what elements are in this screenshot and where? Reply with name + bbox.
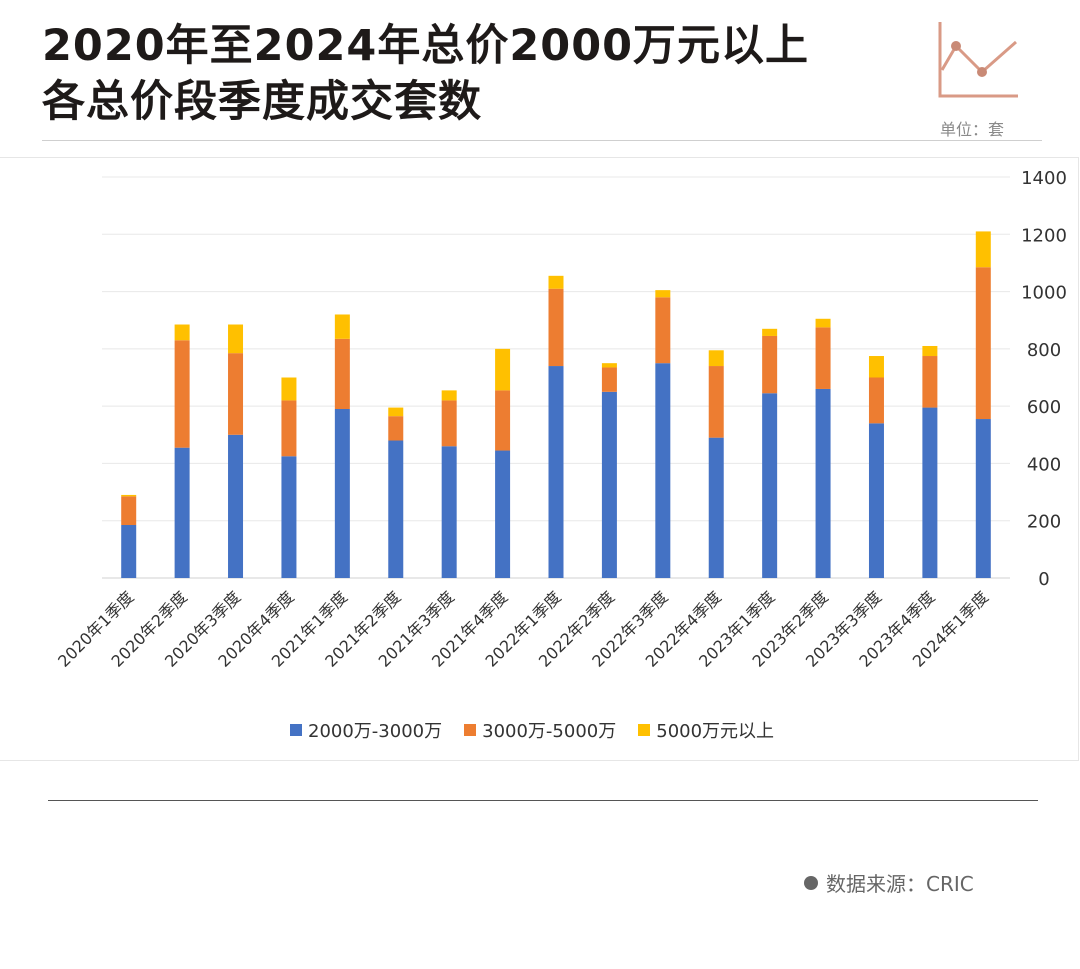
bar-segment: [281, 400, 297, 457]
bar-segment: [975, 267, 991, 420]
bar-segment: [922, 345, 938, 357]
bar-segment: [441, 400, 457, 447]
bar-segment: [868, 423, 884, 578]
bar-segment: [868, 377, 884, 424]
bar-segment: [334, 409, 350, 578]
bar-segment: [281, 456, 297, 578]
bar-segment: [334, 338, 350, 410]
footer-divider: [48, 800, 1038, 801]
stacked-bar-chart: 0 200 400 600 800 1000 1200 1400 2020年1季度2020年2…: [54, 168, 1067, 671]
title-line-2: 各总价段季度成交套数: [42, 77, 482, 127]
legend-item-2: 3000万-5000万: [464, 717, 616, 743]
y-tick-label: 0: [1038, 569, 1049, 590]
x-axis-ticks: 2020年1季度2020年2季度2020年3季度2020年4季度2021年1季度…: [54, 587, 992, 670]
bar-segment: [334, 314, 350, 339]
bars: [121, 231, 991, 578]
legend-item-3: 5000万元以上: [638, 717, 774, 743]
bar-segment: [228, 353, 244, 435]
y-tick-label: 1400: [1021, 168, 1067, 189]
bar-segment: [655, 297, 671, 364]
bar-segment: [228, 434, 244, 578]
bar-segment: [441, 390, 457, 401]
bar-segment: [495, 390, 511, 451]
unit-label: 单位：套: [940, 120, 1005, 139]
bar-segment: [762, 393, 778, 578]
bar-segment: [708, 437, 724, 578]
y-tick-label: 600: [1027, 397, 1061, 418]
source-note: 数据来源：CRIC: [804, 868, 974, 897]
bar-segment: [174, 324, 190, 341]
bar-segment: [441, 446, 457, 578]
bar-segment: [815, 327, 831, 389]
bar-segment: [708, 366, 724, 438]
legend-swatch-3: [638, 724, 651, 736]
y-tick-label: 400: [1027, 454, 1061, 475]
bar-segment: [228, 324, 244, 354]
chart-title: 2020年至2024年总价2000万元以上 各总价段季度成交套数: [42, 18, 809, 130]
bar-segment: [388, 440, 404, 578]
bar-segment: [121, 525, 137, 578]
bar-segment: [601, 367, 617, 392]
bar-segment: [601, 391, 617, 578]
bar-segment: [281, 377, 297, 401]
y-tick-label: 200: [1027, 512, 1061, 533]
legend-label-1: 2000万-3000万: [308, 721, 443, 742]
bar-segment: [868, 356, 884, 378]
bar-segment: [121, 494, 137, 497]
header-divider: [42, 140, 1042, 141]
legend-swatch-1: [290, 724, 302, 736]
source-label: 数据来源：CRIC: [826, 872, 974, 896]
line-chart-icon: [938, 22, 1018, 98]
bar-segment: [174, 447, 190, 578]
bar-segment: [922, 356, 938, 408]
bar-segment: [975, 419, 991, 578]
bar-segment: [975, 231, 991, 268]
legend-swatch-2: [464, 724, 477, 736]
bar-segment: [655, 290, 671, 298]
bar-segment: [655, 363, 671, 578]
bar-segment: [174, 340, 190, 448]
bar-segment: [495, 348, 511, 391]
legend-label-3: 5000万元以上: [656, 721, 775, 742]
bar-segment: [708, 350, 724, 367]
title-line-1: 2020年至2024年总价2000万元以上: [42, 21, 810, 71]
bar-segment: [815, 318, 831, 328]
legend-item-1: 2000万-3000万: [290, 717, 442, 743]
legend-label-2: 3000万-5000万: [482, 721, 617, 742]
y-axis-ticks: 0 200 400 600 800 1000 1200 1400: [1021, 168, 1067, 590]
y-tick-label: 800: [1027, 340, 1061, 361]
bar-segment: [762, 335, 778, 394]
bullet-icon: [804, 875, 818, 890]
legend: 2000万-3000万 3000万-5000万 5000万元以上: [290, 717, 774, 743]
bar-segment: [922, 407, 938, 578]
bar-segment: [762, 328, 778, 336]
bar-segment: [388, 416, 404, 441]
bar-segment: [121, 496, 137, 526]
y-tick-label: 1200: [1021, 225, 1067, 246]
bar-segment: [548, 275, 564, 289]
bar-segment: [388, 407, 404, 417]
bar-segment: [548, 366, 564, 578]
y-tick-label: 1000: [1021, 283, 1067, 304]
bar-segment: [548, 288, 564, 367]
bar-segment: [495, 450, 511, 578]
bar-segment: [815, 388, 831, 578]
bar-segment: [601, 363, 617, 368]
